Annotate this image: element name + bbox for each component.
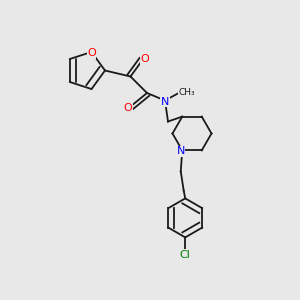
Text: Cl: Cl	[180, 250, 191, 260]
Text: O: O	[124, 103, 133, 112]
Text: O: O	[87, 48, 96, 58]
Text: CH₃: CH₃	[178, 88, 195, 97]
Text: N: N	[161, 97, 169, 106]
Text: N: N	[177, 146, 185, 156]
Text: O: O	[140, 55, 149, 64]
